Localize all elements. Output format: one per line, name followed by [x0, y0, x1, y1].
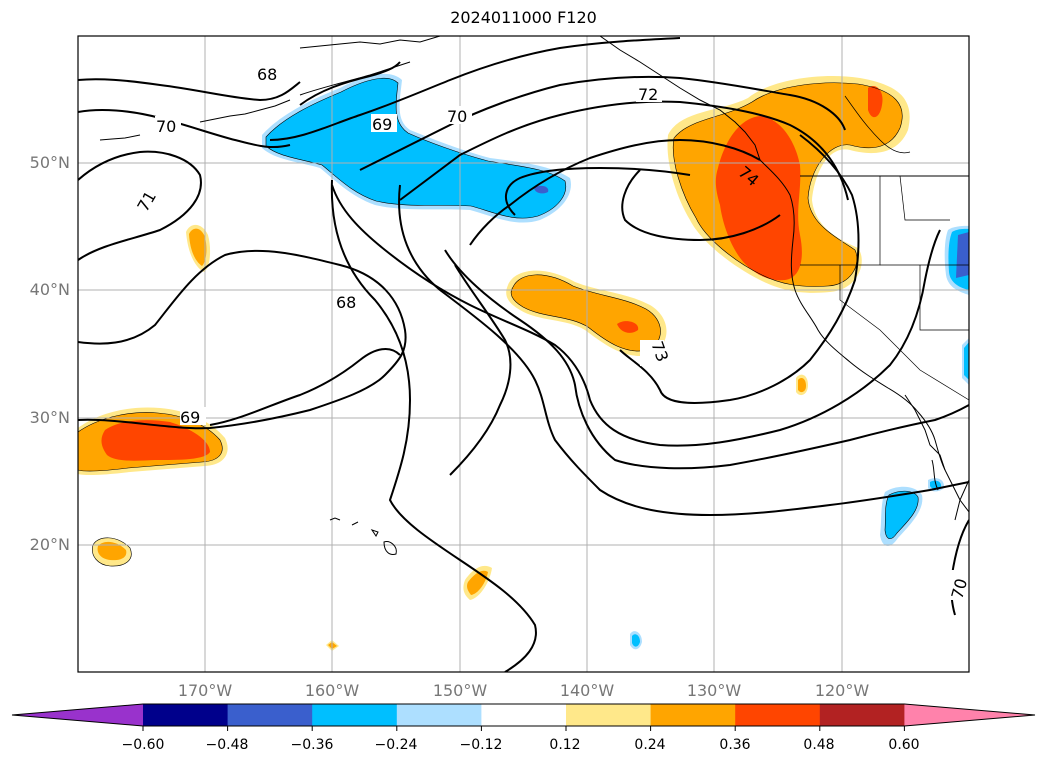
lat-label: 40°N — [29, 280, 70, 299]
contour-label: 69 — [372, 115, 392, 134]
colorbar-tick-label: 0.12 — [549, 737, 581, 753]
colorbar-segment — [650, 704, 736, 726]
colorbar-tick-label: −0.12 — [459, 737, 503, 753]
lon-label: 140°W — [559, 681, 615, 700]
map-title: 2024011000 F120 — [450, 8, 597, 27]
colorbar-segment — [904, 704, 1035, 726]
colorbar-segment — [312, 704, 398, 726]
colorbar-tick-label: 0.60 — [888, 737, 920, 753]
height-contours — [78, 37, 969, 672]
lon-label: 170°W — [177, 681, 233, 700]
lat-label: 20°N — [29, 535, 70, 554]
contour-label: 72 — [638, 85, 658, 104]
colorbar-segment — [819, 704, 905, 726]
colorbar-outline — [11, 703, 1036, 727]
lat-label: 50°N — [29, 153, 70, 172]
colorbar-tick-label: 0.48 — [803, 737, 835, 753]
gridlines — [78, 36, 969, 672]
lon-label: 150°W — [432, 681, 488, 700]
cool-anomaly-shading — [262, 73, 969, 650]
colorbar-segment — [566, 704, 652, 726]
colorbar-segment — [12, 704, 143, 726]
colorbar-tick-label: −0.48 — [205, 737, 249, 753]
lon-label: 160°W — [304, 681, 360, 700]
map-plot: 68 68 69 69 70 70 70 71 72 73 74 — [77, 35, 972, 673]
lon-label: 130°W — [686, 681, 742, 700]
colorbar-tick-label: 0.24 — [634, 737, 666, 753]
contour-label: 68 — [336, 293, 356, 312]
contour-label: 70 — [948, 576, 972, 601]
colorbar-segment — [396, 704, 482, 726]
contour-label: 70 — [447, 107, 467, 126]
colorbar-tick-label: −0.24 — [374, 737, 418, 753]
plot-frame — [77, 35, 970, 673]
colorbar-segment — [735, 704, 821, 726]
colorbar-segment — [227, 704, 313, 726]
colorbar-tick-label: 0.36 — [719, 737, 751, 753]
colorbar-segment — [481, 704, 567, 726]
contour-label: 69 — [180, 408, 200, 427]
contour-label: 70 — [156, 117, 176, 136]
lon-label: 120°W — [814, 681, 870, 700]
colorbar-tick-label: −0.60 — [121, 737, 165, 753]
contour-label: 68 — [257, 65, 277, 84]
colorbar-segment — [143, 704, 229, 726]
lat-label: 30°N — [29, 408, 70, 427]
colorbar-tick-label: −0.36 — [290, 737, 334, 753]
